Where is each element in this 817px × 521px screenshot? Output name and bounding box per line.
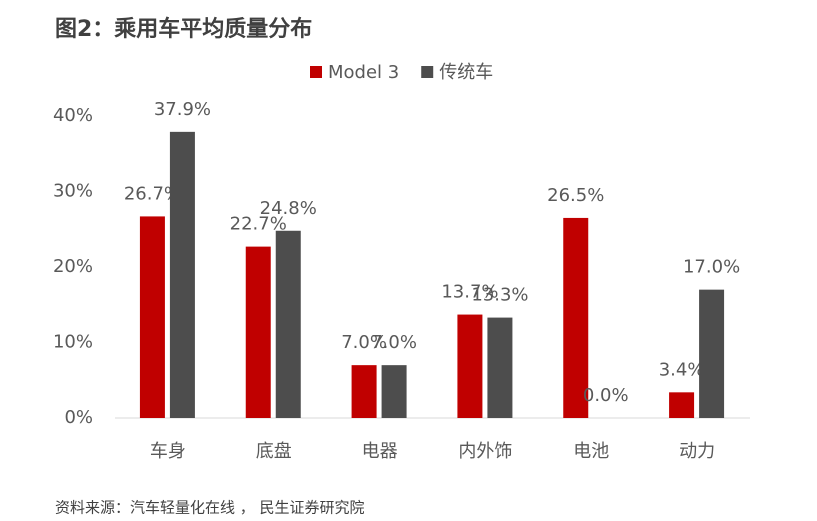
y-tick-label: 0%	[64, 407, 93, 428]
data-label: 7.0%	[341, 332, 387, 353]
data-label: 24.8%	[260, 198, 317, 219]
data-label: 13.7%	[441, 282, 498, 303]
x-tick-label: 电池	[573, 441, 609, 462]
bar	[245, 246, 271, 418]
data-label: 7.0%	[371, 332, 417, 353]
y-tick-label: 30%	[53, 181, 93, 202]
data-label: 26.5%	[547, 185, 604, 206]
data-label: 13.3%	[471, 285, 528, 306]
bar	[351, 365, 377, 418]
x-tick-label: 内外饰	[458, 441, 512, 462]
bar	[169, 131, 195, 419]
legend-label: 传统车	[439, 62, 493, 83]
y-tick-label: 20%	[53, 256, 93, 277]
source-note: 资料来源：汽车轻量化在线 ， 民生证券研究院	[55, 499, 365, 517]
bar	[139, 216, 165, 418]
data-label: 37.9%	[154, 99, 211, 120]
x-tick-label: 电器	[362, 441, 398, 462]
data-label: 0.0%	[583, 385, 629, 406]
x-tick-label: 车身	[150, 441, 186, 462]
data-label: 3.4%	[659, 359, 705, 380]
bar	[669, 392, 695, 418]
bar	[699, 289, 725, 418]
legend-swatch	[421, 66, 434, 78]
bar	[381, 365, 407, 418]
x-tick-label: 动力	[679, 441, 715, 462]
data-label: 22.7%	[230, 214, 287, 235]
chart-title: 图2：乘用车平均质量分布	[55, 16, 312, 42]
data-label: 26.7%	[124, 183, 181, 204]
bar	[275, 230, 301, 418]
bar	[487, 317, 513, 418]
data-label: 17.0%	[683, 257, 740, 278]
bar	[457, 314, 483, 418]
y-tick-label: 40%	[53, 105, 93, 126]
y-tick-label: 10%	[53, 332, 93, 353]
x-tick-label: 底盘	[256, 441, 292, 462]
bar	[563, 217, 589, 418]
legend-swatch	[310, 66, 322, 78]
legend-label: Model 3	[328, 62, 399, 83]
